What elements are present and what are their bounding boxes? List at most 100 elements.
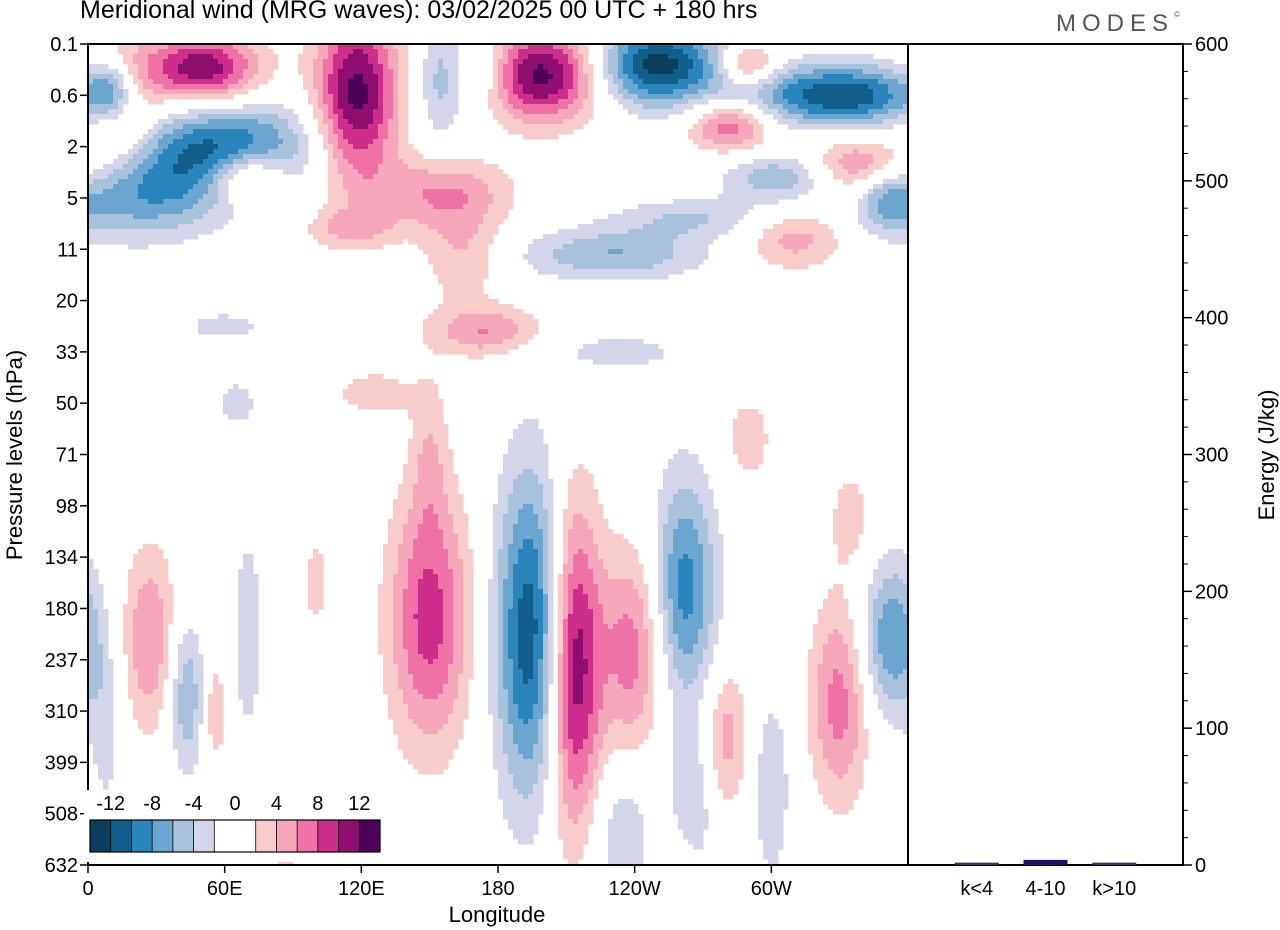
heatmap-cell bbox=[258, 159, 264, 165]
heatmap-cell bbox=[178, 49, 184, 55]
heatmap-cell bbox=[738, 109, 744, 115]
heatmap-cell bbox=[478, 224, 484, 230]
heatmap-cell bbox=[368, 159, 374, 165]
heatmap-cell bbox=[823, 79, 829, 85]
heatmap-cell bbox=[898, 79, 904, 85]
heatmap-cell bbox=[363, 124, 369, 130]
heatmap-cell bbox=[338, 69, 344, 75]
heatmap-cell bbox=[428, 54, 434, 60]
heatmap-cell bbox=[508, 329, 514, 335]
heatmap-cell bbox=[188, 144, 194, 150]
heatmap-cell bbox=[398, 129, 404, 135]
heatmap-cell bbox=[473, 159, 479, 165]
heatmap-cell bbox=[618, 339, 624, 345]
heatmap-cell bbox=[778, 259, 784, 265]
heatmap-cell bbox=[333, 239, 339, 245]
heatmap-cell bbox=[223, 109, 229, 115]
heatmap-cell bbox=[518, 119, 524, 125]
heatmap-cell bbox=[548, 114, 554, 120]
heatmap-cell bbox=[348, 99, 354, 105]
heatmap-cell bbox=[453, 169, 459, 175]
heatmap-cell bbox=[258, 74, 264, 80]
heatmap-cell bbox=[468, 244, 474, 250]
heatmap-cell bbox=[323, 119, 329, 125]
heatmap-cell bbox=[158, 194, 164, 200]
heatmap-cell bbox=[878, 59, 884, 65]
heatmap-cell bbox=[178, 159, 184, 165]
heatmap-cell bbox=[473, 234, 479, 240]
heatmap-cell bbox=[658, 264, 664, 270]
heatmap-cell bbox=[603, 264, 609, 270]
heatmap-cell bbox=[138, 214, 144, 220]
heatmap-cell bbox=[328, 89, 334, 95]
heatmap-cell bbox=[498, 204, 504, 210]
heatmap-cell bbox=[603, 359, 609, 365]
heatmap-cell bbox=[203, 154, 209, 160]
heatmap-cell bbox=[693, 84, 699, 90]
heatmap-cell bbox=[873, 229, 879, 235]
heatmap-cell bbox=[243, 79, 249, 85]
heatmap-cell bbox=[698, 119, 704, 125]
heatmap-cell bbox=[258, 64, 264, 70]
heatmap-cell bbox=[238, 84, 244, 90]
heatmap-cell bbox=[383, 384, 389, 390]
heatmap-cell bbox=[718, 64, 724, 70]
heatmap-cell bbox=[688, 49, 694, 55]
heatmap-cell bbox=[898, 179, 904, 185]
heatmap-cell bbox=[733, 194, 739, 200]
heatmap-cell bbox=[773, 104, 779, 110]
heatmap-cell bbox=[738, 184, 744, 190]
heatmap-cell bbox=[348, 209, 354, 215]
heatmap-cell bbox=[373, 164, 379, 170]
heatmap-cell bbox=[178, 179, 184, 185]
heatmap-cell bbox=[698, 79, 704, 85]
heatmap-cell bbox=[123, 229, 129, 235]
heatmap-cell bbox=[388, 124, 394, 130]
heatmap-cell bbox=[473, 329, 479, 335]
heatmap-cell bbox=[473, 179, 479, 185]
heatmap-cell bbox=[773, 199, 779, 205]
heatmap-cell bbox=[363, 94, 369, 100]
heatmap-cell bbox=[658, 224, 664, 230]
heatmap-cell bbox=[623, 49, 629, 55]
heatmap-cell bbox=[768, 234, 774, 240]
heatmap-cell bbox=[403, 139, 409, 145]
heatmap-cell bbox=[443, 84, 449, 90]
heatmap-cell bbox=[128, 224, 134, 230]
heatmap-cell bbox=[118, 109, 124, 115]
heatmap-cell bbox=[723, 194, 729, 200]
heatmap-cell bbox=[863, 114, 869, 120]
heatmap-cell bbox=[513, 114, 519, 120]
heatmap-cell bbox=[333, 244, 339, 250]
heatmap-cell bbox=[788, 249, 794, 255]
heatmap-cell bbox=[423, 214, 429, 220]
heatmap-cell bbox=[698, 234, 704, 240]
heatmap-cell bbox=[778, 229, 784, 235]
heatmap-cell bbox=[708, 144, 714, 150]
heatmap-cell bbox=[863, 59, 869, 65]
heatmap-cell bbox=[898, 239, 904, 245]
heatmap-cell bbox=[468, 194, 474, 200]
heatmap-cell bbox=[518, 99, 524, 105]
heatmap-cell bbox=[233, 149, 239, 155]
heatmap-cell bbox=[853, 79, 859, 85]
heatmap-cell bbox=[103, 194, 109, 200]
heatmap-cell bbox=[783, 74, 789, 80]
heatmap-cell bbox=[588, 224, 594, 230]
heatmap-cell bbox=[618, 49, 624, 55]
heatmap-cell bbox=[858, 119, 864, 125]
heatmap-cell bbox=[458, 199, 464, 205]
heatmap-cell bbox=[328, 209, 334, 215]
heatmap-cell bbox=[708, 234, 714, 240]
heatmap-cell bbox=[548, 59, 554, 65]
heatmap-cell bbox=[188, 139, 194, 145]
heatmap-cell bbox=[328, 104, 334, 110]
heatmap-cell bbox=[728, 169, 734, 175]
heatmap-cell bbox=[788, 244, 794, 250]
heatmap-cell bbox=[578, 54, 584, 60]
heatmap-cell bbox=[653, 229, 659, 235]
heatmap-cell bbox=[613, 224, 619, 230]
heatmap-cell bbox=[663, 69, 669, 75]
heatmap-cell bbox=[458, 279, 464, 285]
heatmap-cell bbox=[113, 94, 119, 100]
